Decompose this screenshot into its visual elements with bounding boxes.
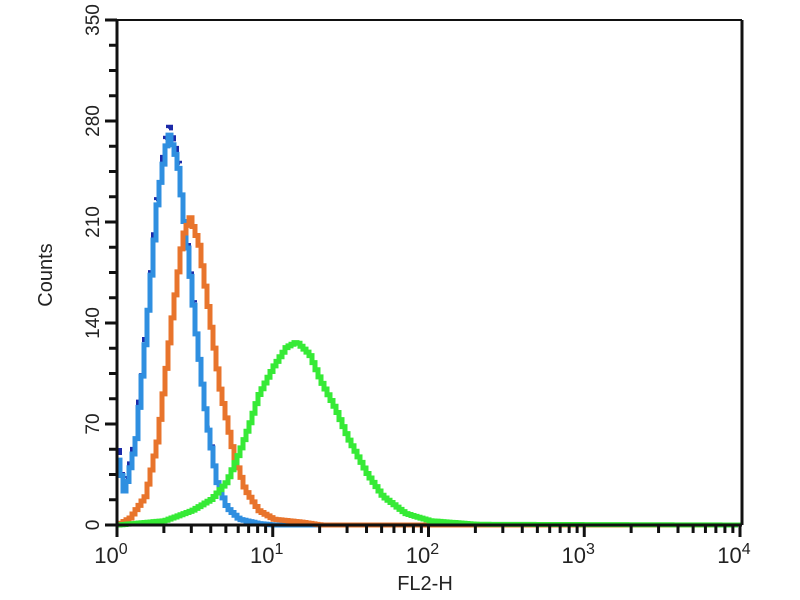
x-tick-exponent: 4	[742, 541, 751, 558]
y-axis: 0 70 140 210 280 350	[83, 4, 117, 530]
x-tick-exponent: 1	[275, 541, 284, 558]
x-tick-exponent: 3	[586, 541, 595, 558]
x-tick-label: 103	[562, 541, 595, 568]
x-tick-exponent: 0	[119, 541, 128, 558]
series-line-1	[117, 132, 738, 528]
x-tick-label: 101	[250, 541, 283, 568]
y-tick-label: 0	[83, 520, 104, 531]
x-axis: 100 101 102 103 104	[94, 525, 751, 568]
x-tick-label: 100	[94, 541, 127, 568]
x-tick-label: 102	[406, 541, 439, 568]
x-tick-base: 10	[94, 543, 118, 568]
x-tick-label: 104	[717, 541, 750, 568]
y-tick-label: 140	[83, 307, 104, 339]
x-tick-base: 10	[562, 543, 586, 568]
x-tick-base: 10	[406, 543, 430, 568]
x-tick-exponent: 2	[430, 541, 439, 558]
x-tick-base: 10	[717, 543, 741, 568]
y-tick-label: 350	[83, 4, 104, 36]
x-tick-base: 10	[250, 543, 274, 568]
y-tick-label: 70	[83, 413, 104, 434]
y-axis-label: Counts	[35, 243, 57, 306]
series-line-2	[117, 215, 738, 528]
y-tick-label: 210	[83, 206, 104, 238]
y-tick-label: 280	[83, 105, 104, 137]
plot-area	[115, 19, 744, 528]
x-axis-label: FL2-H	[397, 573, 453, 595]
